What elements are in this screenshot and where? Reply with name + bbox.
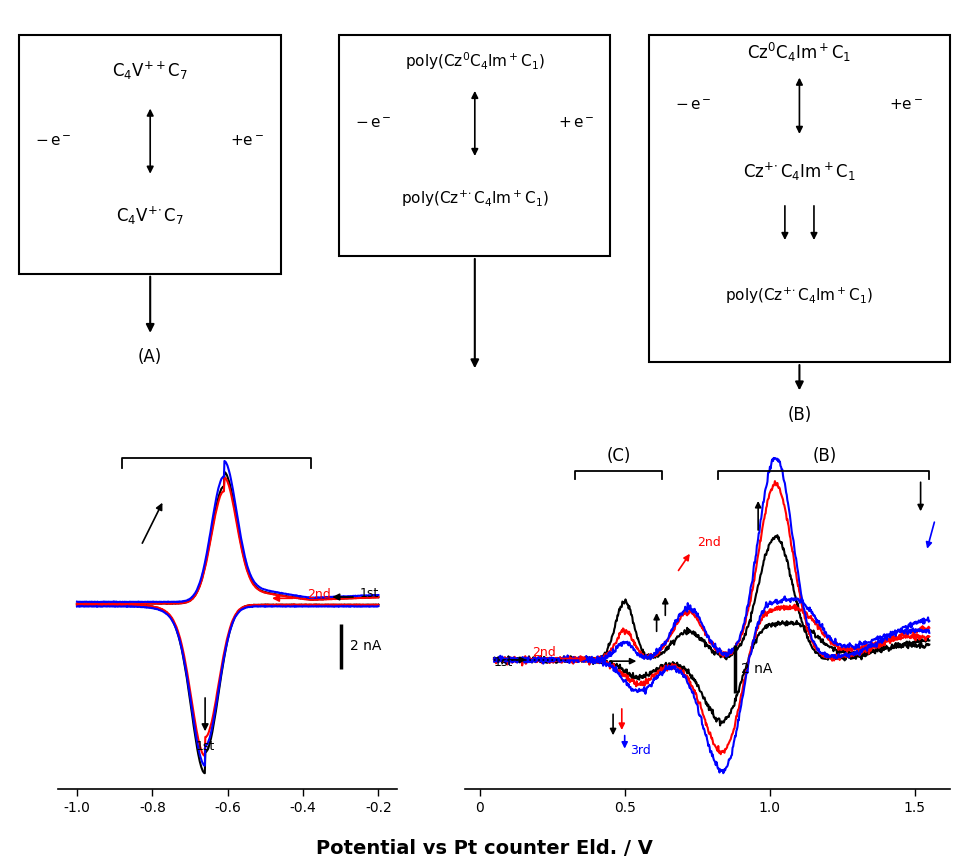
Text: $\mathsf{C_4V^{++}C_7}$: $\mathsf{C_4V^{++}C_7}$ bbox=[112, 59, 188, 81]
Text: (B): (B) bbox=[813, 447, 837, 465]
Text: $\mathsf{+\,e^-}$: $\mathsf{+\,e^-}$ bbox=[558, 116, 595, 131]
Text: $\mathsf{-\,e^-}$: $\mathsf{-\,e^-}$ bbox=[35, 134, 72, 148]
Bar bbox=[19, 35, 281, 274]
Text: $\mathsf{Cz^0C_4Im^+C_1}$: $\mathsf{Cz^0C_4Im^+C_1}$ bbox=[747, 41, 852, 64]
Text: $\mathsf{Cz^{+\!\cdot}C_4Im^+C_1}$: $\mathsf{Cz^{+\!\cdot}C_4Im^+C_1}$ bbox=[743, 161, 856, 183]
Text: 2nd: 2nd bbox=[698, 536, 721, 549]
Text: (A): (A) bbox=[138, 349, 163, 366]
Bar bbox=[339, 35, 610, 256]
Text: $\mathsf{-\,e^-}$: $\mathsf{-\,e^-}$ bbox=[674, 98, 711, 114]
Text: (C): (C) bbox=[607, 447, 631, 465]
Text: $\mathsf{poly(Cz^{+\!\cdot}C_4Im^+C_1)}$: $\mathsf{poly(Cz^{+\!\cdot}C_4Im^+C_1)}$ bbox=[401, 188, 548, 209]
Text: 1st: 1st bbox=[494, 656, 514, 669]
Text: $\mathsf{poly(Cz^{+\!\cdot}C_4Im^+C_1)}$: $\mathsf{poly(Cz^{+\!\cdot}C_4Im^+C_1)}$ bbox=[726, 286, 873, 306]
Bar bbox=[649, 35, 950, 362]
Text: 3rd: 3rd bbox=[631, 744, 651, 757]
Text: 2nd: 2nd bbox=[532, 646, 555, 659]
Text: $\mathsf{-\,e^-}$: $\mathsf{-\,e^-}$ bbox=[355, 116, 391, 131]
Text: 1st: 1st bbox=[359, 587, 379, 600]
Text: 2 nA: 2 nA bbox=[740, 662, 772, 675]
Text: $\mathsf{C_4V^{+\!\cdot}C_7}$: $\mathsf{C_4V^{+\!\cdot}C_7}$ bbox=[116, 205, 184, 227]
Text: $\mathsf{poly(Cz^0C_4Im^+C_1)}$: $\mathsf{poly(Cz^0C_4Im^+C_1)}$ bbox=[405, 50, 545, 73]
Text: Potential vs Pt counter Eld. / V: Potential vs Pt counter Eld. / V bbox=[316, 839, 653, 858]
Text: 2nd: 2nd bbox=[307, 589, 330, 602]
Text: $\mathsf{+e^-}$: $\mathsf{+e^-}$ bbox=[230, 134, 265, 148]
Text: (B): (B) bbox=[787, 406, 812, 424]
Text: $\mathsf{+e^-}$: $\mathsf{+e^-}$ bbox=[889, 98, 923, 114]
Text: 2 nA: 2 nA bbox=[350, 639, 382, 654]
Text: 1st: 1st bbox=[196, 740, 215, 753]
